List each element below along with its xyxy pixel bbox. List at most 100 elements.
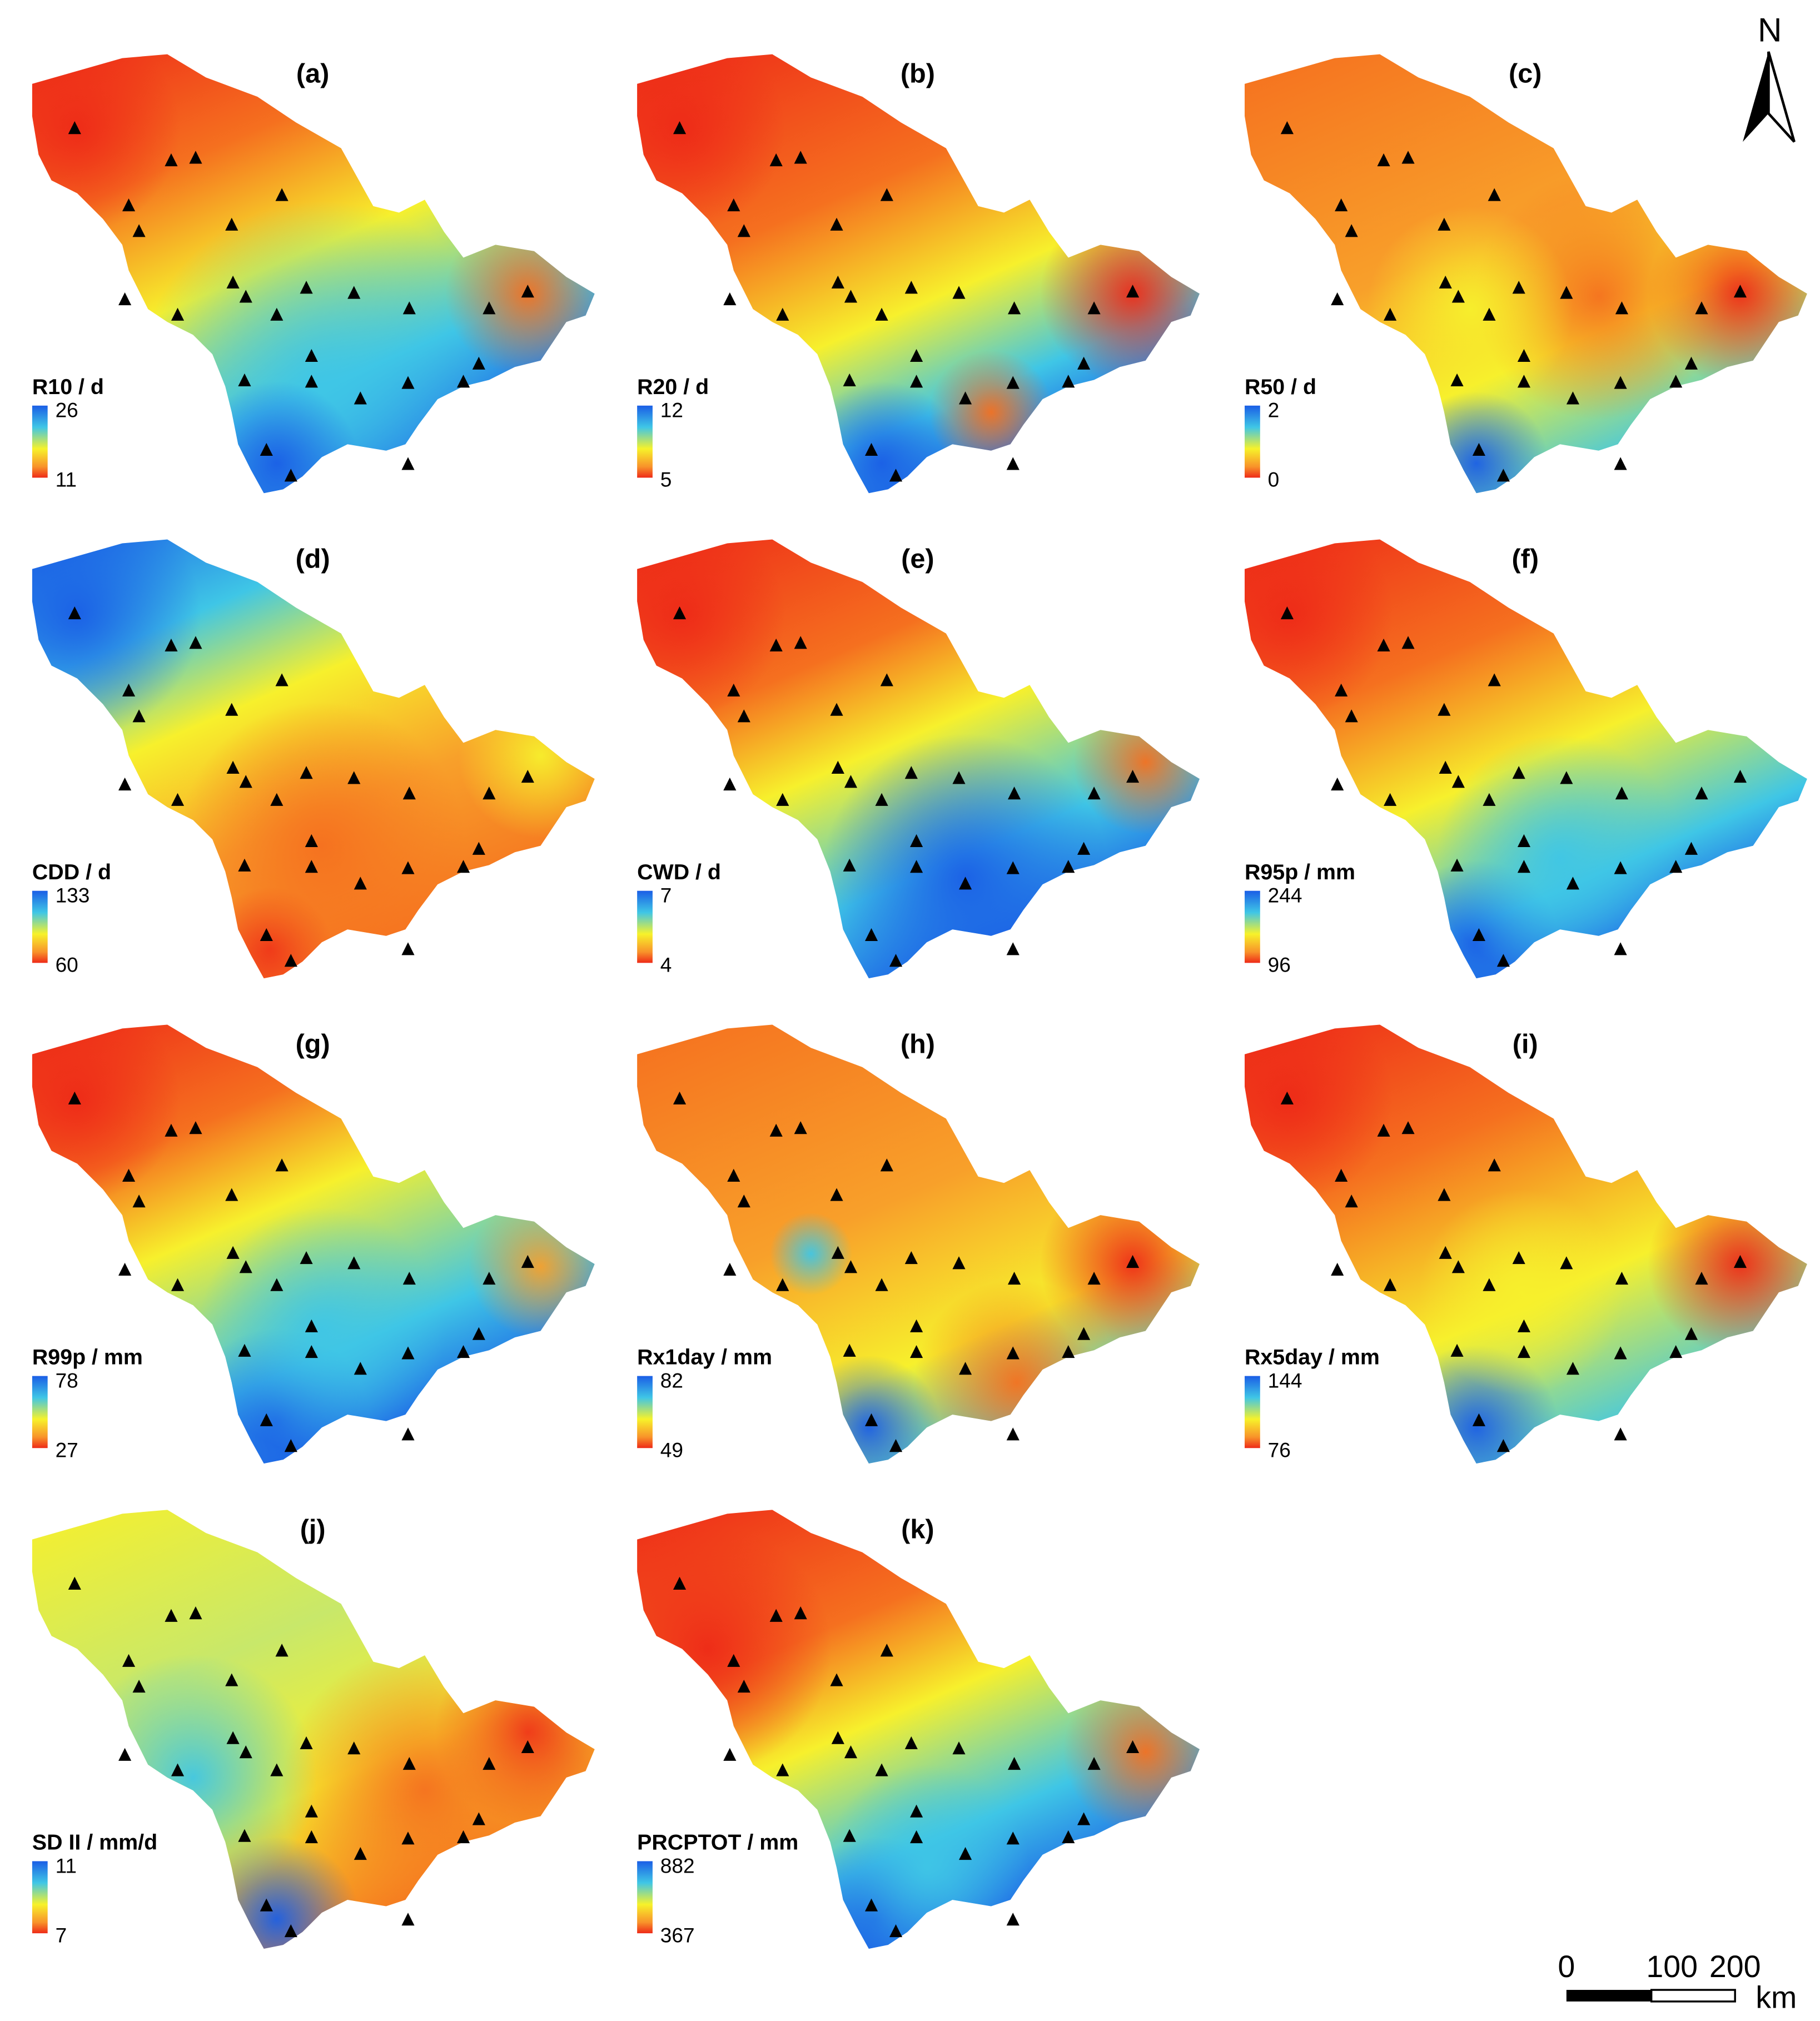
station-marker <box>165 1123 178 1137</box>
station-marker <box>1669 1345 1683 1358</box>
station-marker <box>68 121 81 135</box>
station-marker <box>1695 1272 1708 1285</box>
station-marker <box>1087 301 1101 315</box>
station-marker <box>305 1830 318 1844</box>
station-marker <box>1695 787 1708 800</box>
station-marker <box>952 1256 966 1270</box>
station-marker <box>1377 153 1390 167</box>
legend-max: 11 <box>56 1854 77 1877</box>
station-marker <box>171 1763 185 1776</box>
station-marker <box>225 1673 238 1686</box>
station-marker <box>1483 793 1496 806</box>
station-marker <box>165 1609 178 1622</box>
station-marker <box>456 1345 470 1358</box>
legend-min: 49 <box>660 1438 683 1461</box>
station-marker <box>1512 281 1525 294</box>
station-marker <box>260 928 273 941</box>
color-blob <box>823 1764 1030 1949</box>
station-marker <box>354 1847 367 1860</box>
station-marker <box>1483 307 1496 321</box>
station-marker <box>1560 286 1573 299</box>
color-blob <box>280 1646 569 1935</box>
station-marker <box>880 1158 893 1172</box>
station-marker <box>1614 1427 1627 1441</box>
legend-colorbar <box>1245 1376 1260 1448</box>
color-blob <box>913 1279 1120 1464</box>
station-marker <box>401 861 415 874</box>
legend-max: 133 <box>56 884 90 907</box>
station-marker <box>844 775 858 788</box>
legend-title: PRCPTOT / mm <box>637 1830 798 1855</box>
station-marker <box>910 1804 923 1818</box>
panel-label: (g) <box>296 1029 330 1059</box>
station-marker <box>1438 217 1451 231</box>
station-marker <box>238 1829 251 1842</box>
station-marker <box>1331 777 1344 791</box>
station-marker <box>831 1731 844 1744</box>
station-marker <box>483 301 496 315</box>
station-marker <box>402 1272 416 1285</box>
station-marker <box>875 307 888 321</box>
station-marker <box>673 1091 687 1105</box>
north-label: N <box>1758 11 1782 48</box>
station-marker <box>1451 290 1465 303</box>
station-marker <box>904 1251 918 1265</box>
station-marker <box>305 860 318 873</box>
station-marker <box>521 1255 534 1268</box>
color-blob <box>136 201 508 494</box>
color-blob <box>69 1654 317 1901</box>
legend-title: R10 / d <box>32 375 104 399</box>
station-marker <box>723 292 737 306</box>
station-marker <box>239 1745 252 1759</box>
color-field <box>637 539 1200 979</box>
station-marker <box>958 877 972 890</box>
legend-title: Rx1day / mm <box>637 1345 772 1370</box>
color-field <box>1245 1024 1807 1464</box>
scale-bar-white <box>1650 1989 1736 2003</box>
legend-colorbar <box>32 1376 48 1448</box>
station-marker <box>68 1576 81 1590</box>
station-marker <box>483 1756 496 1770</box>
station-marker <box>1472 442 1485 456</box>
station-marker <box>171 1278 185 1291</box>
station-marker <box>1006 376 1020 389</box>
station-marker <box>1345 1194 1358 1208</box>
station-marker <box>225 1188 238 1201</box>
station-marker <box>270 1763 284 1776</box>
station-marker <box>239 1260 252 1273</box>
station-marker <box>776 307 789 321</box>
north-arrow: N <box>1743 11 1796 143</box>
station-marker <box>880 673 893 686</box>
station-marker <box>875 1278 888 1291</box>
station-marker <box>831 760 844 774</box>
legend-colorbar <box>1245 890 1260 963</box>
legend-colorbar <box>637 890 653 963</box>
station-marker <box>122 683 136 697</box>
station-marker <box>1007 787 1021 800</box>
legend-colorbar <box>32 1861 48 1934</box>
station-marker <box>347 1256 361 1270</box>
station-marker <box>305 375 318 388</box>
station-marker <box>1614 1346 1627 1360</box>
panel-label: (c) <box>1509 59 1541 89</box>
station-marker <box>1566 877 1580 890</box>
station-marker <box>1006 861 1020 874</box>
station-marker <box>189 1121 202 1134</box>
map-panel: (c) R50 / d2 0 <box>1245 54 1807 494</box>
station-marker <box>521 770 534 783</box>
station-marker <box>275 673 289 686</box>
panel-label: (j) <box>300 1514 326 1544</box>
color-blob <box>1404 391 1549 494</box>
station-marker <box>1439 760 1452 774</box>
station-marker <box>723 777 737 791</box>
station-marker <box>1733 285 1747 298</box>
station-marker <box>521 1740 534 1753</box>
station-marker <box>1126 1255 1140 1268</box>
station-marker <box>1438 703 1451 716</box>
station-marker <box>1377 638 1390 651</box>
arrow-left <box>1743 52 1769 142</box>
